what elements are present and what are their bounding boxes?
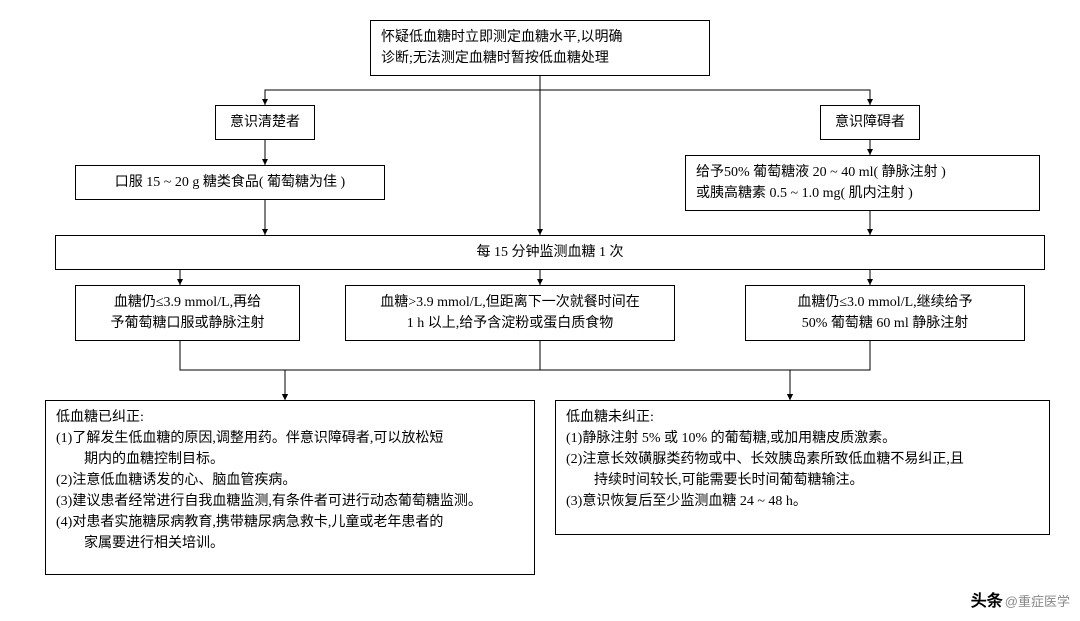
watermark-prefix: 头条: [971, 593, 1003, 610]
node-n1: 意识清楚者: [215, 105, 315, 140]
node-n5: 每 15 分钟监测血糖 1 次: [55, 235, 1045, 270]
node-n8: 血糖仍≤3.0 mmol/L,继续给予50% 葡萄糖 60 ml 静脉注射: [745, 285, 1025, 341]
edge: [180, 335, 285, 400]
watermark-suffix: @重症医学: [1005, 594, 1070, 609]
edge: [180, 335, 790, 400]
node-n2: 意识障碍者: [820, 105, 920, 140]
edge: [285, 335, 540, 400]
node-n4: 给予50% 葡萄糖液 20 ~ 40 ml( 静脉注射 )或胰高糖素 0.5 ~…: [685, 155, 1040, 211]
node-n3: 口服 15 ~ 20 g 糖类食品( 葡萄糖为佳 ): [75, 165, 385, 200]
node-n0: 怀疑低血糖时立即测定血糖水平,以明确诊断;无法测定血糖时暂按低血糖处理: [370, 20, 710, 76]
edge: [790, 335, 870, 400]
watermark: 头条@重症医学: [971, 587, 1070, 611]
node-n6: 血糖仍≤3.9 mmol/L,再给予葡萄糖口服或静脉注射: [75, 285, 300, 341]
edge: [540, 335, 790, 400]
node-n9: 低血糖已纠正:(1)了解发生低血糖的原因,调整用药。伴意识障碍者,可以放松短 期…: [45, 400, 535, 575]
node-n7: 血糖>3.9 mmol/L,但距离下一次就餐时间在1 h 以上,给予含淀粉或蛋白…: [345, 285, 675, 341]
edge: [285, 335, 870, 400]
node-n10: 低血糖未纠正:(1)静脉注射 5% 或 10% 的葡萄糖,或加用糖皮质激素。(2…: [555, 400, 1050, 535]
